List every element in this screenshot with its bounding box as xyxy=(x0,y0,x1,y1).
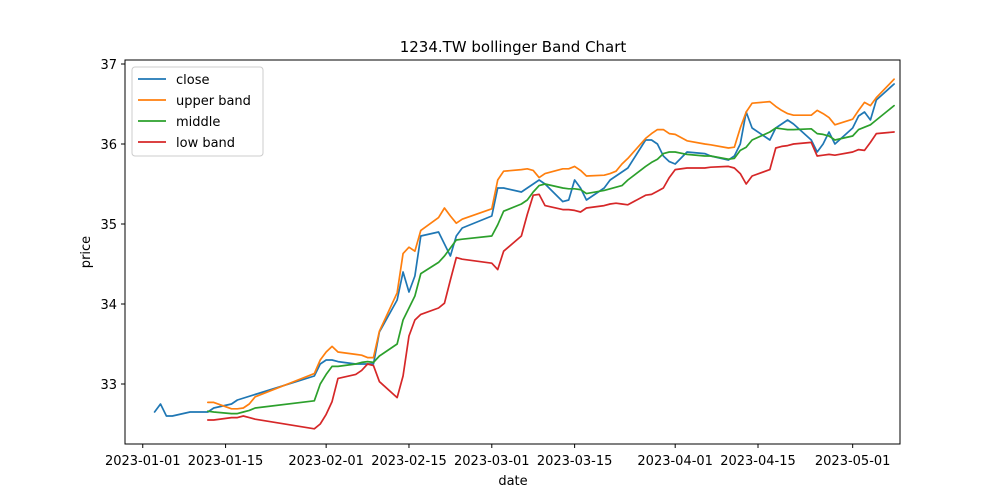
x-tick-label: 2023-01-01 xyxy=(105,454,181,469)
y-tick-label: 34 xyxy=(100,298,117,313)
y-tick-label: 33 xyxy=(100,378,117,393)
y-tick-label: 35 xyxy=(100,218,117,233)
x-tick-label: 2023-01-15 xyxy=(188,454,264,469)
y-axis: 33 34 35 36 37 xyxy=(100,58,125,393)
x-tick-label: 2023-02-15 xyxy=(371,454,447,469)
legend-label: close xyxy=(176,73,209,88)
legend-box xyxy=(131,66,264,157)
x-tick-label: 2023-04-15 xyxy=(720,454,796,469)
chart-title: 1234.TW bollinger Band Chart xyxy=(400,38,627,56)
y-tick-label: 36 xyxy=(100,138,117,153)
x-tick-label: 2023-03-01 xyxy=(454,454,530,469)
x-tick-label: 2023-04-01 xyxy=(637,454,713,469)
x-tick-label: 2023-05-01 xyxy=(815,454,891,469)
x-axis: 2023-01-01 2023-01-15 2023-02-01 2023-02-15… xyxy=(105,444,890,469)
x-tick-label: 2023-02-01 xyxy=(288,454,364,469)
legend-label: upper band xyxy=(176,94,251,109)
series-line-middle xyxy=(206,104,895,415)
series-line-low-band xyxy=(206,131,895,430)
series-layer xyxy=(153,78,895,430)
x-tick-label: 2023-03-15 xyxy=(537,454,613,469)
legend-label: middle xyxy=(176,115,220,130)
legend-label: low band xyxy=(176,136,235,151)
series-line-upper-band xyxy=(206,78,895,410)
y-axis-label: price xyxy=(79,236,94,268)
series-line-close xyxy=(153,83,895,417)
x-axis-label: date xyxy=(498,474,527,489)
y-tick-label: 37 xyxy=(100,58,117,73)
legend: close upper band middle low band xyxy=(131,66,264,157)
plot-frame xyxy=(124,59,901,445)
